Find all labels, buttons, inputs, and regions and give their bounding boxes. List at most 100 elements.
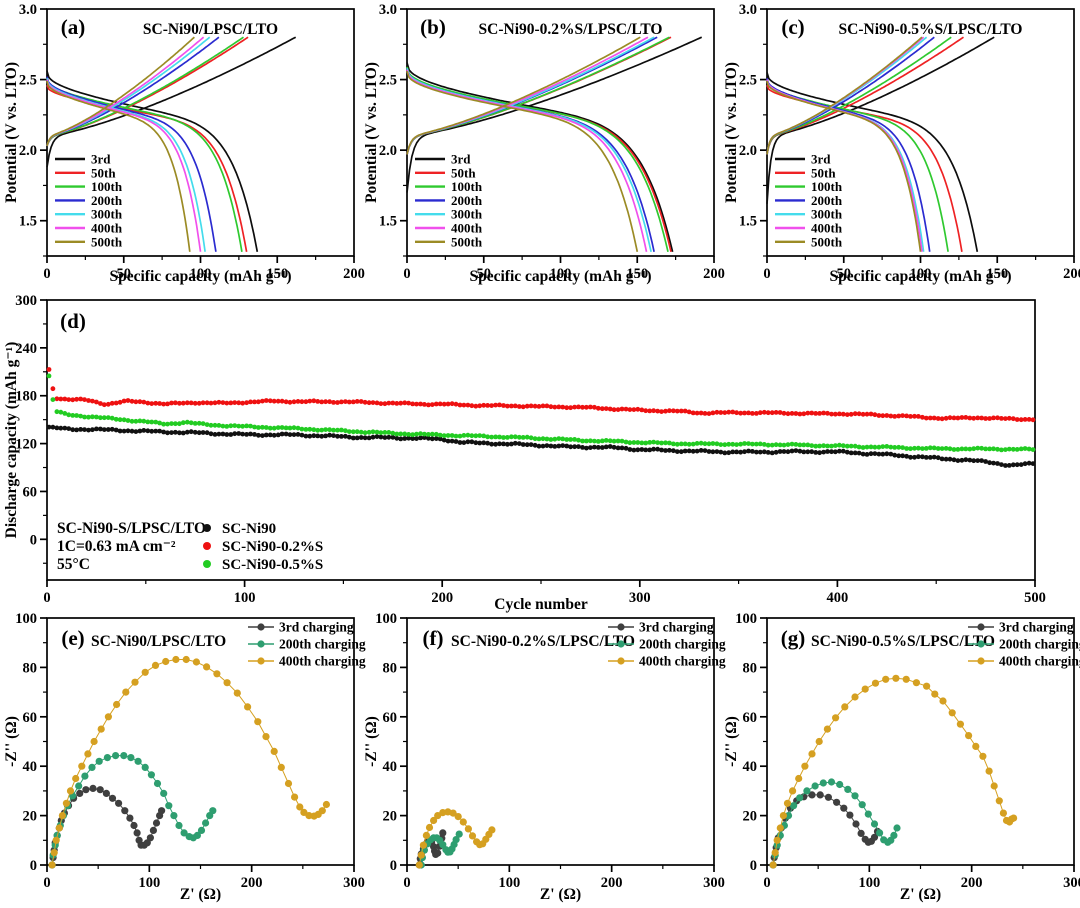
cycling-point (263, 432, 269, 438)
discharge-curve-400th (406, 69, 648, 252)
legend-label-400th: 400th (811, 221, 843, 236)
cycling-point (125, 428, 131, 434)
cycling-point (426, 435, 431, 441)
legend-label-100th: 100th (91, 179, 123, 194)
cycling-point (1010, 416, 1016, 422)
cycling-point (200, 430, 206, 435)
x-tick-label: 0 (403, 266, 410, 282)
cycling-point (1014, 447, 1020, 452)
cycling-point (441, 433, 447, 439)
cycling-point (82, 397, 87, 402)
cycling-point (410, 436, 415, 441)
legend-marker-200th charging (257, 640, 265, 648)
cycling-point (204, 422, 210, 427)
cycling-point (473, 403, 479, 409)
discharge-curve-200th (46, 76, 217, 252)
cycling-point (611, 407, 617, 413)
eis-point (76, 789, 84, 798)
cycling-point (394, 435, 400, 441)
cycling-point (101, 415, 107, 421)
cycling-point (98, 426, 103, 432)
cycling-point (975, 415, 981, 421)
cycling-point (967, 457, 973, 463)
cycling-point (999, 416, 1004, 421)
eis-point (66, 787, 75, 795)
cycling-point (481, 433, 487, 439)
eis-point (784, 812, 793, 820)
cycling-point (149, 401, 155, 406)
cycling-point (390, 400, 396, 406)
cycling-point (327, 432, 332, 438)
cycling-point (829, 411, 834, 417)
cycling-point (1014, 462, 1020, 468)
cycling-point (639, 407, 645, 413)
cycling-point (603, 444, 609, 450)
x-axis-label-d: Cycle number (494, 596, 588, 613)
cycling-point (674, 441, 680, 447)
cycling-point (900, 445, 905, 450)
cycling-point (682, 441, 688, 447)
cycling-point (429, 402, 435, 407)
cycling-point (311, 433, 317, 439)
cycling-point (765, 450, 771, 455)
cycling-point (263, 398, 269, 403)
cycling-point (346, 434, 352, 440)
legend-label-400th charging: 400th charging (999, 654, 1080, 669)
x-axis-label-b: Specific capacity (mAh g⁻¹) (469, 268, 651, 285)
cycling-point (552, 404, 558, 410)
cycling-point (252, 424, 257, 430)
cycling-point (366, 400, 372, 406)
cycling-point (469, 433, 475, 439)
cycling-point (659, 409, 664, 414)
cycling-point (718, 442, 724, 447)
cycling-point (742, 410, 747, 416)
cycling-point (888, 451, 894, 457)
cycling-point (912, 454, 917, 460)
cycling-point (524, 403, 530, 409)
cycling-point (437, 401, 443, 407)
cycling-point (327, 427, 332, 433)
eis-point (134, 757, 142, 765)
cycling-point (595, 439, 601, 444)
cycling-point (58, 409, 64, 415)
cycling-point (343, 433, 348, 439)
cycling-point (485, 403, 490, 408)
cycling-point (161, 401, 167, 407)
eis-point (816, 791, 824, 799)
panel-g: 0 100 200 300 0 20 40 60 80 100 Z' (Ω) -Z'' (Ω) (g) S… (723, 611, 1080, 903)
y-tick-label: 2.0 (379, 143, 397, 159)
cycling-point (912, 445, 917, 451)
cycling-point (307, 426, 313, 432)
cycling-point (528, 435, 534, 441)
eis-point (956, 720, 965, 728)
y-tick-label: 20 (383, 809, 398, 825)
cycling-point (631, 447, 637, 453)
cycling-point (516, 441, 522, 446)
cycling-point (947, 446, 953, 452)
cycling-point (1003, 463, 1008, 468)
cycling-point (876, 444, 882, 450)
cycling-point (354, 435, 360, 441)
eis-point (318, 807, 326, 815)
x-tick-label: 200 (431, 590, 453, 606)
x-tick-label: 0 (403, 875, 410, 891)
cycling-point (386, 400, 392, 406)
cycling-point (441, 437, 447, 443)
cycling-point (916, 454, 921, 460)
cycling-point (1006, 415, 1012, 421)
eis-point (160, 789, 168, 798)
cycling-point (311, 427, 317, 433)
eis-point (892, 674, 900, 682)
cycling-point (726, 441, 732, 447)
cycling-point (864, 411, 870, 417)
cycling-point (963, 457, 969, 463)
cycling-point (161, 421, 167, 427)
cycling-point (761, 449, 767, 455)
cycling-point (900, 413, 905, 418)
cycling-point (303, 433, 309, 439)
discharge-curve-100th (46, 77, 243, 252)
cycling-point (987, 416, 992, 421)
cycling-point (196, 400, 202, 406)
cycling-point (263, 425, 269, 430)
cycling-point (505, 403, 510, 409)
